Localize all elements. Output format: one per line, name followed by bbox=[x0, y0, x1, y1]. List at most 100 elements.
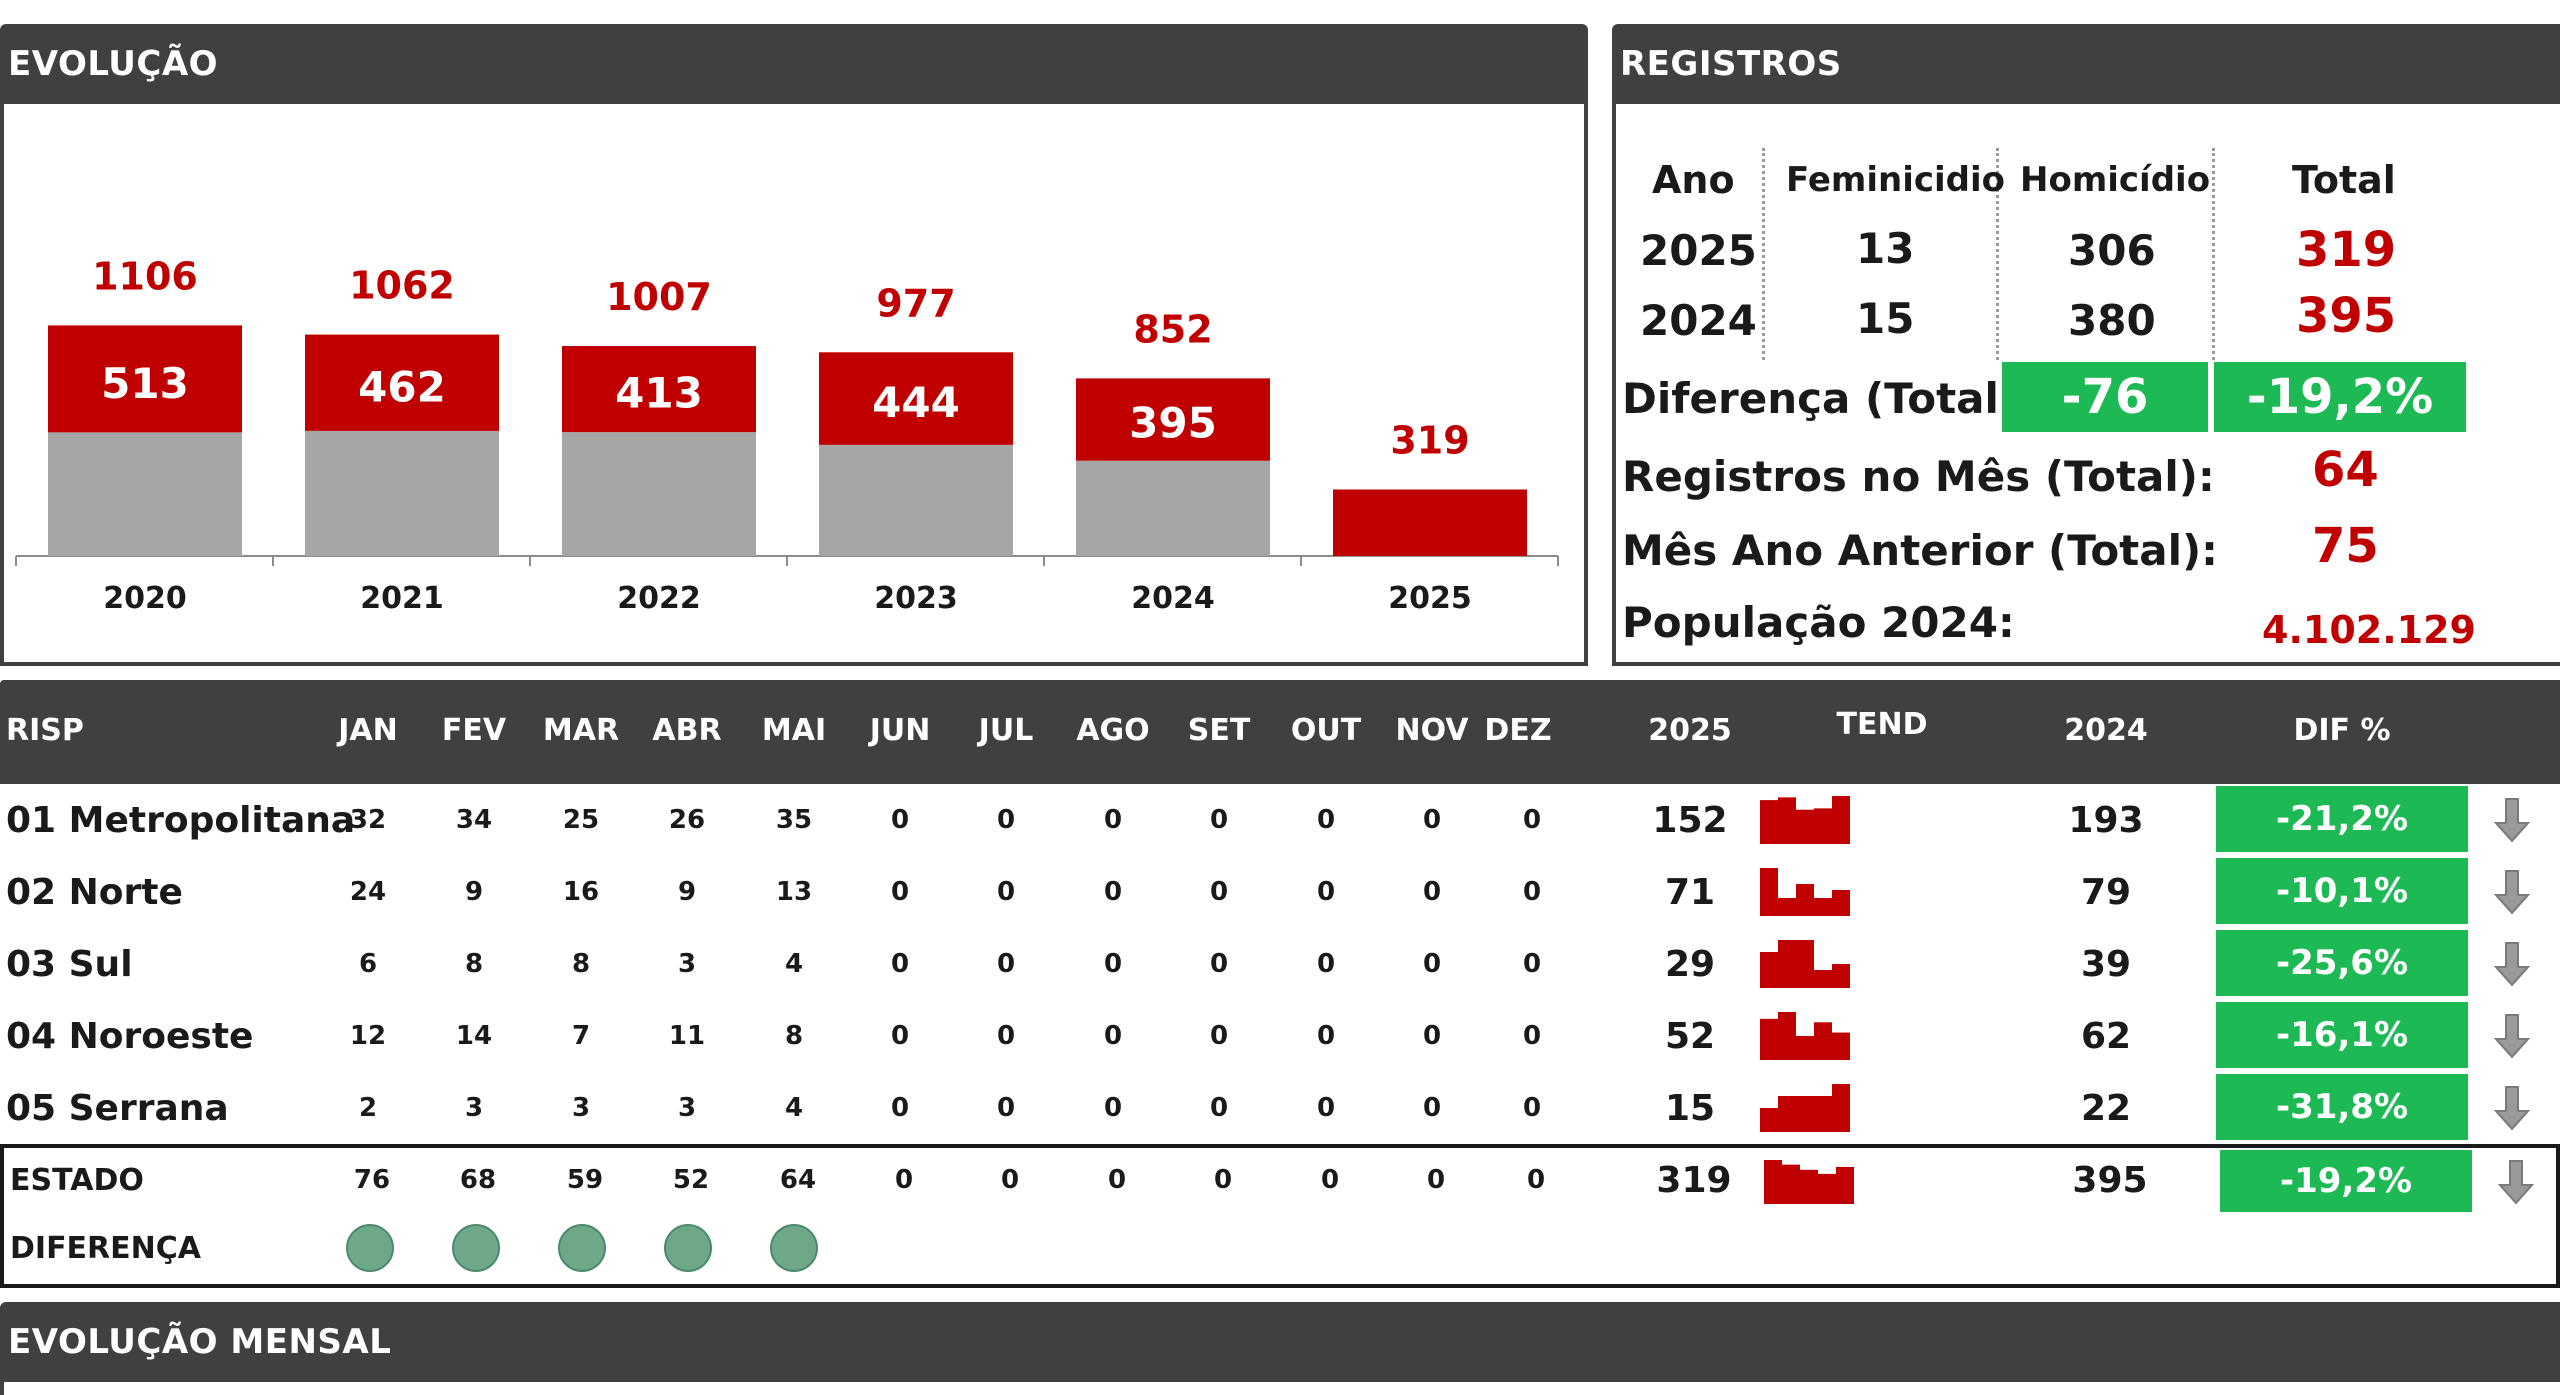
bar-segment-top bbox=[562, 346, 756, 433]
arrow-down-icon bbox=[2493, 870, 2531, 915]
bar-total-label: 1007 bbox=[606, 275, 712, 319]
registros-header-ano: Ano bbox=[1652, 158, 1735, 202]
trend-sparkline bbox=[1760, 868, 1850, 916]
evolucao-mensal-header: EVOLUÇÃO MENSAL bbox=[0, 1302, 2560, 1382]
indicator-circle bbox=[664, 1224, 712, 1272]
month-value: 0 bbox=[1209, 949, 1229, 979]
month-value: 3 bbox=[571, 1093, 591, 1123]
registros-mes-anterior-value: 75 bbox=[2312, 518, 2379, 574]
registros-diferenca-label: Diferença (Total): bbox=[1622, 374, 2035, 423]
trend-bar bbox=[1796, 884, 1814, 916]
indicator-circle bbox=[452, 1224, 500, 1272]
registros-title: REGISTROS bbox=[1620, 44, 1842, 84]
registros-populacao-value: 4.102.129 bbox=[2262, 608, 2476, 652]
registros-header: REGISTROS bbox=[1612, 24, 2560, 104]
risp-name: 05 Serrana bbox=[6, 1087, 229, 1129]
month-value: 8 bbox=[784, 1021, 804, 1051]
col-header-risp: RISP bbox=[6, 712, 84, 748]
month-value: 52 bbox=[672, 1165, 710, 1195]
col-header-mai: MAI bbox=[761, 712, 827, 748]
registros-header-homicidio: Homicídio bbox=[2020, 160, 2211, 200]
month-value: 0 bbox=[1522, 877, 1542, 907]
trend-sparkline bbox=[1760, 1012, 1850, 1060]
month-value: 6 bbox=[358, 949, 378, 979]
month-value: 0 bbox=[1209, 1021, 1229, 1051]
table-row: 05 Serrana 2 3 3 3 4 0 0 0 0 0 0 0 15 22 -31,8% bbox=[0, 1072, 2560, 1144]
month-value: 0 bbox=[1426, 1165, 1446, 1195]
registros-mes-value: 64 bbox=[2312, 442, 2379, 498]
bar-segment-base bbox=[1076, 460, 1270, 556]
month-value: 0 bbox=[890, 877, 910, 907]
bar-total-label: 1106 bbox=[92, 254, 198, 298]
month-value: 0 bbox=[1320, 1165, 1340, 1195]
month-value: 26 bbox=[668, 805, 706, 835]
evolucao-title: EVOLUÇÃO bbox=[8, 44, 219, 84]
month-value: 0 bbox=[996, 805, 1016, 835]
bar-segment-label: 462 bbox=[358, 363, 446, 412]
table-row: 02 Norte 24 9 16 9 13 0 0 0 0 0 0 0 71 79 -10,1% bbox=[0, 856, 2560, 928]
month-value: 0 bbox=[890, 805, 910, 835]
dif-percent: -31,8% bbox=[2216, 1074, 2468, 1140]
bar-segment-base bbox=[562, 432, 756, 556]
col-header-jun: JUN bbox=[869, 712, 931, 748]
bar-segment-top bbox=[1333, 489, 1527, 556]
registros-divider bbox=[1762, 148, 1765, 360]
month-value: 0 bbox=[1422, 1093, 1442, 1123]
col-header-tend: TEND bbox=[1836, 706, 1928, 742]
month-value: 0 bbox=[1316, 1093, 1336, 1123]
registros-hom-2025: 306 bbox=[2068, 226, 2156, 275]
total-2024: 79 bbox=[2080, 871, 2132, 913]
estado-row: ESTADO 76 68 59 52 64 0 0 0 0 0 0 0 319 395 -19,2% bbox=[0, 1144, 2560, 1212]
month-value: 9 bbox=[677, 877, 697, 907]
month-value: 7 bbox=[571, 1021, 591, 1051]
month-value: 0 bbox=[996, 1093, 1016, 1123]
registros-total-2024: 395 bbox=[2296, 288, 2397, 344]
bar-total-label: 1062 bbox=[349, 264, 455, 308]
month-value: 25 bbox=[562, 805, 600, 835]
bar-total-label: 319 bbox=[1390, 418, 1469, 462]
risp-name: 01 Metropolitana bbox=[6, 799, 356, 841]
risp-name: ESTADO bbox=[10, 1162, 144, 1198]
trend-bar bbox=[1814, 808, 1832, 844]
dif-percent: -25,6% bbox=[2216, 930, 2468, 996]
month-value: 0 bbox=[1422, 805, 1442, 835]
registros-header-feminicidio: Feminicidio bbox=[1786, 160, 2006, 200]
month-value: 0 bbox=[1422, 949, 1442, 979]
month-value: 13 bbox=[775, 877, 813, 907]
total-2025: 319 bbox=[1656, 1159, 1732, 1201]
bar-segment-base bbox=[819, 444, 1013, 556]
diferenca-row: DIFERENÇA bbox=[0, 1212, 2560, 1288]
registros-hom-2024: 380 bbox=[2068, 296, 2156, 345]
month-value: 0 bbox=[890, 1021, 910, 1051]
month-value: 0 bbox=[1526, 1165, 1546, 1195]
month-value: 24 bbox=[349, 877, 387, 907]
registros-diferenca-abs: -76 bbox=[2002, 362, 2208, 432]
month-value: 0 bbox=[1103, 949, 1123, 979]
month-value: 0 bbox=[1103, 805, 1123, 835]
total-2025: 71 bbox=[1664, 871, 1716, 913]
registros-ano-2025: 2025 bbox=[1640, 226, 1757, 275]
table-row: 04 Noroeste 12 14 7 11 8 0 0 0 0 0 0 0 52 62 -16,1% bbox=[0, 1000, 2560, 1072]
trend-bar bbox=[1814, 1096, 1832, 1132]
month-value: 0 bbox=[1316, 805, 1336, 835]
trend-bar bbox=[1832, 964, 1850, 988]
bar-segment-top bbox=[1076, 378, 1270, 461]
month-value: 0 bbox=[894, 1165, 914, 1195]
arrow-down-icon bbox=[2497, 1160, 2535, 1205]
month-value: 3 bbox=[677, 949, 697, 979]
trend-bar bbox=[1796, 809, 1814, 844]
registros-mes-label: Registros no Mês (Total): bbox=[1622, 452, 2215, 501]
month-value: 0 bbox=[1422, 1021, 1442, 1051]
month-value: 0 bbox=[890, 949, 910, 979]
month-value: 0 bbox=[890, 1093, 910, 1123]
dif-percent: -19,2% bbox=[2220, 1150, 2472, 1212]
col-header-jul: JUL bbox=[978, 712, 1034, 748]
trend-bar bbox=[1832, 890, 1850, 916]
total-2024: 62 bbox=[2080, 1015, 2132, 1057]
trend-bar bbox=[1814, 970, 1832, 988]
risp-name: 02 Norte bbox=[6, 871, 183, 913]
col-header-out: OUT bbox=[1290, 712, 1362, 748]
bar-segment-label: 395 bbox=[1129, 399, 1217, 448]
evolucao-header: EVOLUÇÃO bbox=[0, 24, 1588, 104]
bar-total-label: 852 bbox=[1133, 307, 1212, 351]
